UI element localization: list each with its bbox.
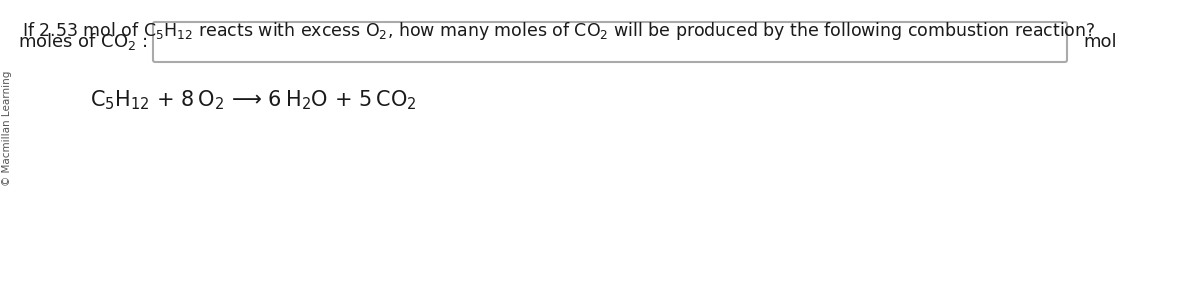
- Text: C$_5$H$_{12}$ + 8 O$_2$ ⟶ 6 H$_2$O + 5 CO$_2$: C$_5$H$_{12}$ + 8 O$_2$ ⟶ 6 H$_2$O + 5 C…: [90, 88, 416, 111]
- Text: © Macmillan Learning: © Macmillan Learning: [2, 70, 12, 186]
- Text: mol: mol: [1084, 33, 1117, 51]
- Text: If 2.53 mol of C$_5$H$_{12}$ reacts with excess O$_2$, how many moles of CO$_2$ : If 2.53 mol of C$_5$H$_{12}$ reacts with…: [22, 20, 1096, 42]
- Text: moles of CO$_2$ :: moles of CO$_2$ :: [18, 32, 148, 52]
- FancyBboxPatch shape: [154, 22, 1067, 62]
